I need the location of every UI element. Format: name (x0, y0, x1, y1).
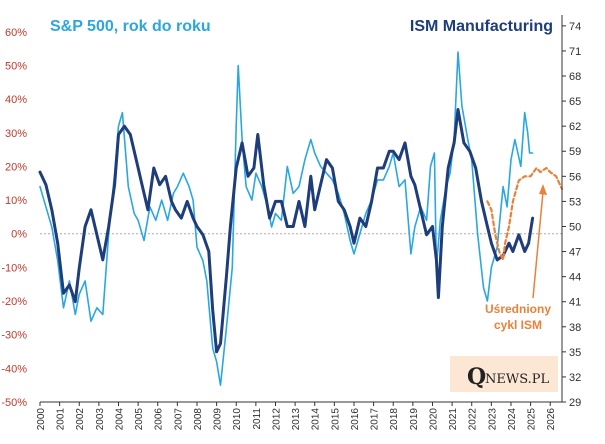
y-left-tick-label: 10% (5, 195, 27, 207)
y-right-tick-label: 44 (569, 272, 581, 284)
y-left-tick-label: 30% (5, 128, 27, 140)
y-right-tick-label: 59 (569, 146, 581, 158)
x-tick-label: 2005 (134, 408, 145, 431)
x-tick-label: 2012 (271, 408, 282, 431)
x-tick-label: 2011 (252, 408, 263, 430)
y-right-tick-label: 35 (569, 347, 581, 359)
x-tick-label: 2017 (370, 408, 381, 431)
y-right-tick-label: 47 (569, 247, 581, 259)
logo-q: Q (467, 364, 486, 390)
series-ism-line (38, 108, 535, 354)
x-tick-label: 2008 (193, 408, 204, 431)
y-left-tick-label: 60% (5, 27, 27, 39)
y-left-tick-label: 40% (5, 94, 27, 106)
x-tick-label: 2002 (75, 408, 86, 431)
annotation-line2: cykl ISM (494, 318, 542, 332)
y-right-tick-label: 50 (569, 221, 581, 233)
annotation-arrow-line (532, 191, 544, 299)
y-left-tick-label: -40% (1, 363, 27, 375)
y-left-tick-label: 0% (11, 229, 27, 241)
x-tick-label: 2006 (154, 408, 165, 431)
y-right-tick-label: 68 (569, 71, 581, 83)
x-tick-label: 2015 (330, 408, 341, 431)
x-tick-label: 2025 (527, 408, 538, 431)
y-right-tick-label: 56 (569, 171, 581, 183)
logo-background (450, 356, 558, 392)
x-tick-label: 2018 (389, 408, 400, 431)
annotation-arrow-head (539, 184, 547, 195)
x-tick-label: 2014 (311, 408, 322, 431)
y-right-tick-label: 32 (569, 372, 581, 384)
x-tick-label: 2020 (428, 408, 439, 431)
y-left-tick-label: -20% (1, 296, 27, 308)
series-ism-cycle-line (486, 166, 564, 261)
y-left-tick-label: -50% (1, 397, 27, 409)
qnews-logo: Q NEWS.PL (450, 356, 558, 392)
chart-title-left: S&P 500, rok do roku (50, 18, 211, 35)
x-tick-label: 2024 (507, 408, 518, 431)
y-right-tick-label: 53 (569, 196, 581, 208)
x-tick-label: 2019 (409, 408, 420, 431)
y-right-tick-label: 71 (569, 46, 581, 58)
x-tick-label: 2021 (448, 408, 459, 431)
y-left-tick-label: 20% (5, 161, 27, 173)
x-tick-label: 2022 (468, 408, 479, 431)
y-right-tick-label: 38 (569, 322, 581, 334)
y-left-tick-label: 50% (5, 60, 27, 72)
y-right-tick-label: 41 (569, 297, 581, 309)
x-tick-label: 2023 (487, 408, 498, 431)
annotation-line1: Uśredniony (485, 302, 551, 316)
x-tick-label: 2004 (114, 408, 125, 431)
y-left-tick-label: -10% (1, 262, 27, 274)
x-tick-label: 2007 (173, 408, 184, 431)
y-right-tick-label: 74 (569, 21, 581, 33)
x-tick-label: 2003 (95, 408, 106, 431)
logo-text: NEWS.PL (485, 372, 550, 387)
x-tick-label: 2016 (350, 408, 361, 431)
x-tick-label: 2013 (291, 408, 302, 431)
x-tick-label: 2026 (546, 408, 557, 431)
x-tick-label: 2000 (36, 408, 47, 431)
x-tick-label: 2001 (56, 408, 67, 431)
x-tick-label: 2010 (232, 408, 243, 431)
y-right-tick-label: 65 (569, 96, 581, 108)
y-left-tick-label: -30% (1, 330, 27, 342)
y-right-tick-label: 62 (569, 121, 581, 133)
series-sp500-line (39, 51, 534, 386)
x-tick-label: 2009 (213, 408, 224, 431)
y-right-tick-label: 29 (569, 397, 581, 409)
chart-title-right: ISM Manufacturing (410, 18, 553, 35)
